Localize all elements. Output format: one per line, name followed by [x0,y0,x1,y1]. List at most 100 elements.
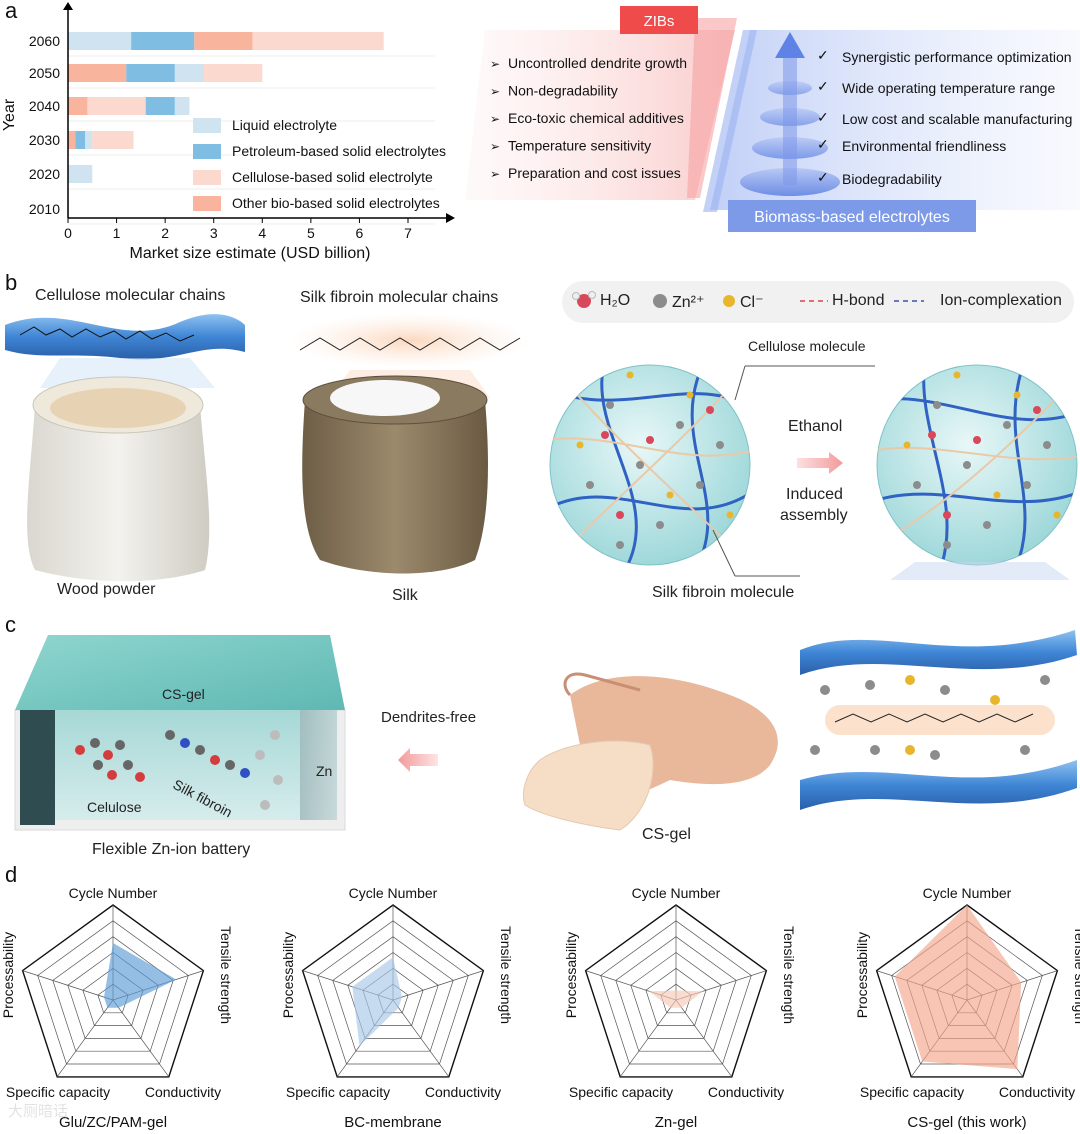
radar-charts: Cycle Number Tensile strength Conductivity… [0,885,1080,1131]
radar-axis-label: Conductivity [999,1084,1075,1100]
radar-spoke [22,970,114,1001]
water-molecule [706,406,714,414]
zinc-anode-left [20,710,55,825]
radar-chart: Cycle Number Tensile strength Conductivity… [854,885,1080,1131]
y-tick-label: 2030 [29,132,60,148]
zinc-ion [676,421,684,429]
biomass-panel-bg [710,30,1080,210]
legend-swatch [193,118,221,133]
assembly-arrow-icon [797,452,843,474]
radar-grid-ring [347,952,439,1039]
biomass-benefit-item: Environmental friendliness [842,138,1006,154]
zinc-ion [913,481,921,489]
bar-segment [68,32,132,50]
biomass-benefit-item: Low cost and scalable manufacturing [842,111,1072,127]
check-icon: ✓ [817,136,829,152]
legend-chloride: Cl⁻ [740,294,764,311]
chloride-ion [953,371,961,379]
zinc-ion [1043,441,1051,449]
zinc-ion [616,541,624,549]
chloride-ion [576,441,584,449]
radar-axis-label: Cycle Number [349,885,438,901]
radar-chart: Cycle Number Tensile strength Conductivity… [0,885,234,1131]
y-tick-label: 2040 [29,98,60,114]
chloride-ion-icon [723,295,735,307]
cellulose-molecule-label: Cellulose molecule [748,338,866,354]
cellulose-chains-title: Cellulose molecular chains [35,287,226,304]
water-molecule [928,431,936,439]
zinc-ion [943,541,951,549]
x-tick-label: 0 [64,225,72,241]
market-size-chart: 0 1 2 3 4 5 6 7 2060 2050 2040 2030 2020 2010 Market… [1,2,455,262]
x-tick-label: 2 [161,225,169,241]
biomass-benefit-item: Wide operating temperature range [842,80,1055,96]
arrow-label-assembly: assembly [780,507,848,524]
radar-axis-label: Conductivity [708,1084,784,1100]
zinc-ion [716,441,724,449]
bullet-arrow-icon: ➢ [490,112,500,126]
silk-cocoon-fluff [330,380,440,416]
bullet-arrow-icon: ➢ [490,85,500,99]
hand-fingers [563,672,641,697]
radar-chart-name: Glu/ZC/PAM-gel [59,1114,167,1131]
panel-label-a: a [5,0,18,23]
water-molecule [1033,406,1041,414]
radar-spoke [675,999,733,1078]
bar-segment [126,64,175,82]
zinc-ion [696,481,704,489]
watermark: 大厕暗话 [8,1103,69,1120]
zinc-ion-arrows [255,730,283,810]
radar-axis-label: Processability [280,932,296,1018]
x-tick-label: 1 [113,225,121,241]
chloride-ion [993,491,1001,499]
radar-grid-ring [630,952,722,1039]
zibs-title: ZIBs [644,13,675,30]
bar-segment [68,97,88,115]
y-axis-arrow [63,2,73,10]
bar-segment [75,131,85,149]
biomass-title: Biomass-based electrolytes [754,209,950,226]
zinc-ion [656,521,664,529]
radar-axis-label: Cycle Number [632,885,721,901]
x-tick-label: 6 [356,225,364,241]
battery-caption: Flexible Zn-ion battery [92,841,251,858]
bar-segment [68,131,76,149]
water-molecule [973,436,981,444]
radar-axis-label: Specific capacity [569,1084,673,1100]
bar-segment [87,97,146,115]
x-axis-arrow [446,213,455,223]
silk-molecule-model [165,730,250,778]
water-molecule [646,436,654,444]
legend-ioncomp: Ion-complexation [940,292,1062,309]
silk-structure-lines [299,337,521,351]
cellulose-chain-tube [5,314,245,360]
legend-swatch [193,144,221,159]
zinc-ion [586,481,594,489]
zibs-title-box [620,6,698,34]
wood-powder-caption: Wood powder [57,581,156,598]
legend-label: Other bio-based solid electrolytes [232,195,440,211]
hand-holding-gel [523,672,778,831]
bar-segment [68,64,127,82]
radar-grid-ring [21,904,205,1078]
cs-gel-sheet [523,740,654,831]
x-tick-label: 3 [210,225,218,241]
water-molecule [601,431,609,439]
left-arrow-icon [398,748,438,772]
chloride-ion [1053,511,1061,519]
radar-axis-label: Specific capacity [6,1084,110,1100]
molecular-interaction-diagram [800,630,1077,810]
radar-axis-label: Processability [854,932,870,1018]
radar-grid-ring [37,920,189,1065]
bar-segment [85,131,93,149]
arrow-label-induced: Induced [786,486,843,503]
cs-gel-battery-label: CS-gel [162,686,205,702]
radar-grid-ring [317,920,469,1065]
cellulose-chain-bottom [800,760,1077,810]
radar-axis-label: Specific capacity [860,1084,964,1100]
chloride-ion [726,511,734,519]
zinc-ion [1023,481,1031,489]
silk-caption: Silk [392,587,418,604]
chloride-ion [626,371,634,379]
zibs-issue-item: Non-degradability [508,83,618,99]
